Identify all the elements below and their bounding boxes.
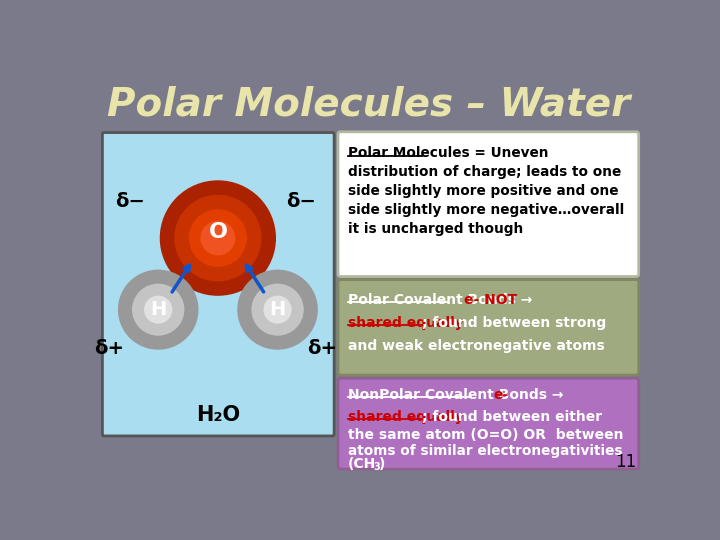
Text: shared equally: shared equally (348, 410, 464, 424)
Circle shape (118, 269, 199, 350)
Circle shape (264, 295, 292, 323)
Text: the same atom (O=O) OR  between: the same atom (O=O) OR between (348, 428, 624, 442)
Circle shape (200, 221, 235, 255)
Text: H: H (150, 300, 166, 319)
Text: e-: e- (494, 388, 509, 402)
Text: δ−: δ− (286, 192, 316, 211)
Text: shared equally: shared equally (348, 316, 464, 330)
Circle shape (160, 180, 276, 296)
Text: ; found between strong: ; found between strong (423, 316, 607, 330)
Text: δ−: δ− (115, 192, 145, 211)
Circle shape (144, 295, 172, 323)
Text: 3: 3 (374, 462, 380, 472)
Text: ): ) (379, 457, 385, 471)
Text: NonPolar Covalent Bonds →: NonPolar Covalent Bonds → (348, 388, 569, 402)
Circle shape (238, 269, 318, 350)
Text: (CH: (CH (348, 457, 377, 471)
Circle shape (189, 209, 247, 267)
Text: ; found between either: ; found between either (423, 410, 603, 424)
Text: atoms of similar electronegativities: atoms of similar electronegativities (348, 444, 623, 457)
Text: Polar Molecules = Uneven
distribution of charge; leads to one
side slightly more: Polar Molecules = Uneven distribution of… (348, 146, 624, 236)
Text: Polar Covalent Bonds →: Polar Covalent Bonds → (348, 293, 537, 307)
Text: H: H (269, 300, 286, 319)
FancyBboxPatch shape (338, 132, 639, 276)
Text: δ+: δ+ (307, 339, 338, 357)
Circle shape (132, 284, 184, 336)
Text: H₂O: H₂O (196, 405, 240, 425)
Text: 11: 11 (615, 454, 636, 471)
FancyBboxPatch shape (102, 132, 334, 436)
FancyBboxPatch shape (338, 280, 639, 375)
Circle shape (174, 195, 261, 281)
Text: Polar Molecules – Water: Polar Molecules – Water (107, 86, 631, 124)
Text: O: O (208, 222, 228, 242)
Text: δ+: δ+ (94, 339, 125, 357)
Text: and weak electronegative atoms: and weak electronegative atoms (348, 339, 605, 353)
Circle shape (251, 284, 304, 336)
Text: e- NOT: e- NOT (464, 293, 518, 307)
FancyBboxPatch shape (338, 378, 639, 469)
